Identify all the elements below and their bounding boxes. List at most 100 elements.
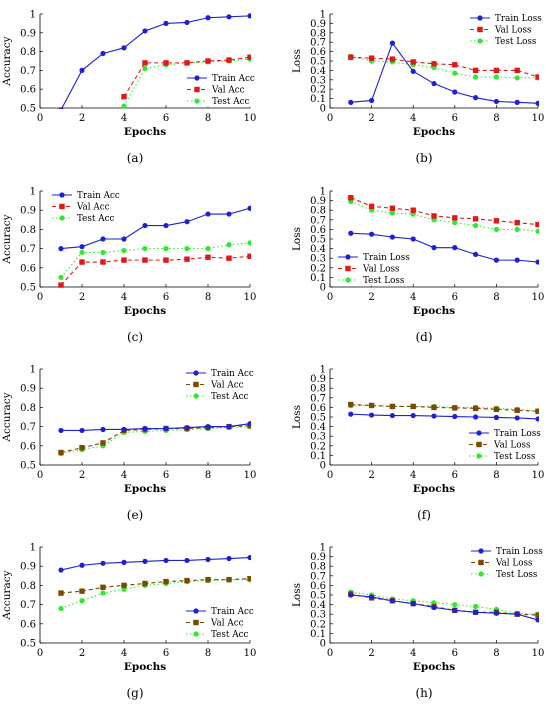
- data-point: [493, 406, 500, 413]
- data-point: [452, 70, 458, 76]
- y-tick-label: 0.4: [310, 422, 326, 433]
- series-line: [60, 557, 251, 571]
- x-tick-label: 8: [205, 292, 211, 303]
- data-point: [348, 230, 354, 236]
- data-point: [58, 246, 64, 252]
- panel-label: (h): [415, 686, 432, 700]
- data-point: [493, 610, 499, 616]
- y-tick-label: 1: [320, 543, 326, 554]
- y-tick-label: 0.9: [310, 374, 326, 385]
- series-test-loss: [348, 53, 539, 81]
- y-tick-label: 0.6: [310, 225, 326, 236]
- data-point: [79, 249, 85, 256]
- data-point: [79, 562, 85, 568]
- data-point: [389, 210, 395, 216]
- data-point: [514, 611, 520, 617]
- series-line: [60, 207, 251, 250]
- legend-label: Val Acc: [211, 86, 245, 96]
- y-tick-label: 0.7: [20, 66, 36, 77]
- x-tick-label: 2: [368, 470, 374, 481]
- data-point: [535, 617, 539, 623]
- data-point: [368, 55, 375, 61]
- x-tick-label: 6: [163, 648, 169, 659]
- series-line: [350, 56, 539, 78]
- data-point: [142, 28, 148, 34]
- data-point: [369, 97, 375, 104]
- y-tick-label: 1: [320, 187, 326, 198]
- series-train-loss: [348, 230, 539, 265]
- y-axis-label: Loss: [291, 583, 303, 607]
- legend-marker: [193, 393, 199, 399]
- x-tick-label: 4: [121, 113, 127, 124]
- x-axis-label: Epochs: [413, 661, 455, 673]
- data-point: [389, 412, 395, 419]
- x-tick-label: 0: [327, 648, 333, 659]
- data-point: [410, 236, 416, 242]
- legend-label: Test Acc: [77, 214, 115, 224]
- data-point: [184, 19, 190, 26]
- legend-label: Val Loss: [495, 559, 533, 569]
- data-point: [205, 15, 211, 21]
- data-point: [431, 604, 437, 611]
- data-point: [142, 246, 148, 252]
- data-point: [100, 590, 106, 596]
- data-point: [121, 247, 127, 254]
- data-point: [368, 402, 375, 409]
- series-line: [350, 404, 539, 412]
- data-point: [473, 95, 479, 101]
- x-tick-label: 4: [121, 292, 127, 303]
- data-point: [493, 67, 500, 74]
- x-tick-label: 4: [121, 470, 127, 481]
- x-tick-label: 2: [368, 113, 374, 124]
- y-tick-label: 0: [320, 283, 326, 294]
- y-tick-label: 0: [320, 104, 326, 115]
- data-point: [79, 244, 85, 250]
- y-tick-label: 0.3: [310, 254, 326, 265]
- data-point: [535, 100, 539, 106]
- y-tick-label: 0.1: [310, 451, 326, 462]
- legend-marker: [194, 75, 200, 81]
- y-tick-label: 0.7: [310, 38, 326, 49]
- data-point: [226, 576, 232, 583]
- data-point: [452, 62, 458, 68]
- data-point: [205, 246, 211, 252]
- legend-label: Train Loss: [495, 14, 542, 24]
- y-tick-label: 0.7: [20, 422, 36, 433]
- data-point: [121, 94, 127, 100]
- data-point: [142, 580, 148, 587]
- x-tick-label: 4: [121, 648, 127, 659]
- series-line: [60, 579, 250, 609]
- x-tick-label: 10: [244, 113, 257, 124]
- y-tick-label: 1: [30, 187, 36, 198]
- y-tick-label: 0.2: [310, 619, 326, 630]
- data-point: [205, 211, 211, 217]
- data-point: [58, 605, 64, 612]
- x-tick-label: 8: [493, 648, 499, 659]
- chart-panel-g: 0.50.60.70.80.910 2 4 6 8 10EpochsAccuracy(g)…: [1, 543, 256, 701]
- legend-label: Test Loss: [363, 276, 405, 286]
- y-tick-label: 0.2: [310, 263, 326, 274]
- plot-area: [348, 195, 539, 265]
- data-point: [452, 405, 458, 411]
- legend-label: Train Acc: [77, 191, 120, 201]
- data-point: [121, 103, 127, 109]
- data-point: [348, 401, 354, 408]
- x-tick-label: 10: [532, 470, 545, 481]
- data-point: [184, 577, 190, 584]
- legend-label: Val Loss: [493, 441, 531, 451]
- panel-label: (g): [126, 686, 143, 700]
- series-test-loss: [348, 198, 539, 234]
- data-point: [473, 609, 479, 615]
- legend-label: Val Acc: [210, 619, 244, 629]
- chart-panel-e: 0.50.60.70.80.910 2 4 6 8 10EpochsAccuracy(e)…: [1, 365, 256, 523]
- y-tick-label: 0.8: [20, 47, 36, 58]
- data-point: [348, 54, 354, 60]
- series-line: [60, 242, 251, 278]
- data-point: [389, 598, 395, 604]
- data-point: [473, 603, 479, 610]
